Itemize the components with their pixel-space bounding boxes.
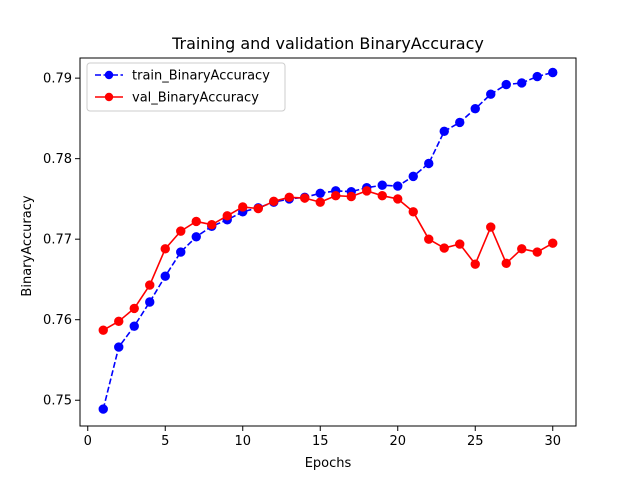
data-point-val_BinaryAccuracy bbox=[207, 219, 217, 230]
x-tick-label: 15 bbox=[312, 434, 329, 449]
x-axis-label: Epochs bbox=[305, 456, 352, 471]
y-tick-label: 0.78 bbox=[43, 152, 72, 167]
x-tick-label: 10 bbox=[234, 434, 251, 449]
data-point-train_BinaryAccuracy bbox=[176, 247, 186, 257]
legend-label-train_BinaryAccuracy: train_BinaryAccuracy bbox=[132, 69, 270, 84]
data-point-train_BinaryAccuracy bbox=[114, 342, 124, 352]
x-tick-label: 30 bbox=[544, 434, 561, 449]
data-point-val_BinaryAccuracy bbox=[315, 197, 325, 207]
plot-frame bbox=[79, 57, 577, 427]
y-tick-label: 0.75 bbox=[43, 394, 72, 409]
data-point-train_BinaryAccuracy bbox=[532, 71, 542, 82]
x-tick-label: 25 bbox=[467, 434, 484, 449]
data-point-val_BinaryAccuracy bbox=[253, 203, 263, 214]
y-tick-label: 0.79 bbox=[43, 72, 72, 87]
data-point-train_BinaryAccuracy bbox=[439, 126, 449, 136]
data-point-train_BinaryAccuracy bbox=[98, 404, 108, 414]
data-point-val_BinaryAccuracy bbox=[300, 193, 310, 203]
data-point-val_BinaryAccuracy bbox=[486, 222, 496, 232]
data-point-val_BinaryAccuracy bbox=[408, 207, 418, 217]
data-point-val_BinaryAccuracy bbox=[346, 191, 356, 202]
data-point-train_BinaryAccuracy bbox=[486, 89, 496, 99]
x-tick-label: 20 bbox=[389, 434, 406, 449]
data-point-val_BinaryAccuracy bbox=[377, 190, 387, 201]
data-point-val_BinaryAccuracy bbox=[114, 316, 124, 327]
data-point-val_BinaryAccuracy bbox=[284, 192, 294, 203]
y-tick-label: 0.77 bbox=[43, 233, 72, 248]
y-tick-label: 0.76 bbox=[43, 313, 72, 328]
data-point-train_BinaryAccuracy bbox=[517, 78, 527, 88]
data-point-val_BinaryAccuracy bbox=[393, 194, 403, 204]
data-point-val_BinaryAccuracy bbox=[532, 247, 542, 257]
chart-title: Training and validation BinaryAccuracy bbox=[171, 34, 484, 53]
y-axis-label: BinaryAccuracy bbox=[20, 195, 35, 296]
data-point-train_BinaryAccuracy bbox=[424, 158, 434, 169]
data-point-train_BinaryAccuracy bbox=[455, 117, 465, 128]
data-point-val_BinaryAccuracy bbox=[362, 186, 372, 196]
data-point-train_BinaryAccuracy bbox=[548, 67, 558, 78]
data-point-val_BinaryAccuracy bbox=[145, 280, 155, 290]
data-point-train_BinaryAccuracy bbox=[191, 232, 201, 242]
data-point-val_BinaryAccuracy bbox=[455, 239, 465, 249]
data-point-val_BinaryAccuracy bbox=[501, 258, 511, 269]
x-tick-label: 5 bbox=[161, 434, 169, 449]
data-point-val_BinaryAccuracy bbox=[222, 211, 232, 221]
data-point-train_BinaryAccuracy bbox=[315, 188, 325, 198]
data-point-val_BinaryAccuracy bbox=[238, 202, 248, 212]
data-point-train_BinaryAccuracy bbox=[377, 180, 387, 190]
data-point-val_BinaryAccuracy bbox=[517, 244, 527, 254]
plot-area: 0 5 10 15 20 25 30 0.75 0.76 0.77 0.78 0.79 bbox=[43, 57, 577, 449]
data-point-val_BinaryAccuracy bbox=[269, 196, 279, 207]
data-point-val_BinaryAccuracy bbox=[439, 243, 449, 253]
data-point-train_BinaryAccuracy bbox=[145, 297, 155, 307]
legend: train_BinaryAccuracy val_BinaryAccuracy bbox=[86, 62, 286, 112]
x-tick-label: 0 bbox=[84, 434, 92, 449]
data-point-val_BinaryAccuracy bbox=[160, 244, 170, 254]
data-point-val_BinaryAccuracy bbox=[470, 259, 480, 269]
data-point-train_BinaryAccuracy bbox=[129, 321, 139, 331]
data-point-train_BinaryAccuracy bbox=[393, 181, 403, 191]
data-point-val_BinaryAccuracy bbox=[548, 238, 558, 248]
series-line-train_BinaryAccuracy bbox=[102, 71, 553, 410]
data-point-val_BinaryAccuracy bbox=[129, 303, 139, 314]
data-point-train_BinaryAccuracy bbox=[408, 171, 418, 182]
data-point-val_BinaryAccuracy bbox=[331, 190, 341, 201]
legend-marker-train_BinaryAccuracy bbox=[104, 70, 114, 80]
data-point-val_BinaryAccuracy bbox=[191, 216, 201, 227]
legend-marker-val_BinaryAccuracy bbox=[104, 92, 114, 102]
data-point-val_BinaryAccuracy bbox=[176, 226, 186, 236]
data-point-train_BinaryAccuracy bbox=[501, 79, 511, 90]
legend-box bbox=[86, 62, 286, 112]
data-point-train_BinaryAccuracy bbox=[470, 104, 480, 114]
data-point-val_BinaryAccuracy bbox=[424, 234, 434, 244]
data-point-train_BinaryAccuracy bbox=[160, 271, 170, 281]
data-point-val_BinaryAccuracy bbox=[98, 325, 108, 335]
legend-label-val_BinaryAccuracy: val_BinaryAccuracy bbox=[132, 91, 259, 106]
